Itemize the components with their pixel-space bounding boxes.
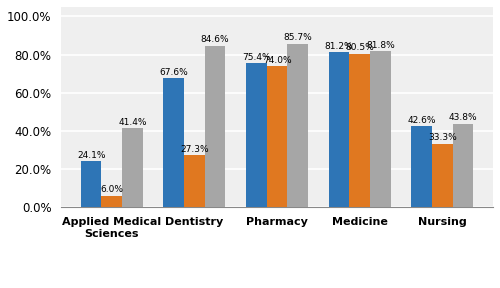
Bar	[164, 78, 184, 207]
Text: 74.0%: 74.0%	[263, 56, 292, 65]
Bar	[329, 52, 349, 207]
Text: 42.6%: 42.6%	[408, 115, 436, 124]
Text: 41.4%: 41.4%	[118, 118, 146, 127]
Bar	[184, 155, 205, 207]
Text: 85.7%: 85.7%	[284, 33, 312, 42]
Bar	[370, 51, 391, 207]
Text: 43.8%: 43.8%	[449, 113, 478, 122]
Text: 80.5%: 80.5%	[346, 43, 374, 52]
Text: 84.6%: 84.6%	[201, 35, 230, 44]
Text: 24.1%: 24.1%	[77, 151, 106, 160]
Bar	[288, 44, 308, 207]
Bar	[350, 54, 370, 207]
Text: 67.6%: 67.6%	[160, 68, 188, 77]
Text: 81.2%: 81.2%	[325, 42, 354, 51]
Bar	[246, 63, 267, 207]
Text: 81.8%: 81.8%	[366, 41, 395, 50]
Text: 75.4%: 75.4%	[242, 53, 271, 62]
Bar	[81, 161, 102, 207]
Bar	[205, 46, 226, 207]
Text: 33.3%: 33.3%	[428, 133, 457, 142]
Bar	[453, 124, 473, 207]
Text: 6.0%: 6.0%	[100, 185, 124, 194]
Bar	[102, 196, 122, 207]
Bar	[412, 126, 432, 207]
Bar	[267, 66, 287, 207]
Bar	[122, 128, 143, 207]
Bar	[432, 144, 453, 207]
Text: 27.3%: 27.3%	[180, 145, 209, 154]
